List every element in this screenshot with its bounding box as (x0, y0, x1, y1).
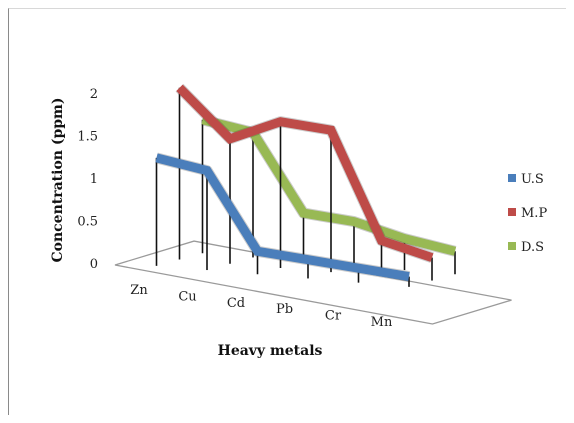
legend-label: M.P (521, 206, 547, 221)
series-m-p (175, 83, 434, 281)
legend-swatch (508, 242, 516, 250)
y-tick-label: 0 (90, 257, 98, 272)
legend-label: U.S (521, 172, 544, 187)
x-tick-label: Zn (130, 283, 148, 298)
legend-swatch (508, 174, 516, 182)
x-tick-label: Cd (227, 296, 245, 311)
series-line (176, 84, 434, 262)
y-tick-label: 1.5 (77, 130, 98, 145)
legend-label: D.S (521, 240, 544, 255)
x-tick-label: Cu (178, 289, 196, 304)
x-tick-label: Cr (325, 309, 342, 324)
legend-swatch (508, 208, 516, 216)
x-tick-label: Mn (371, 315, 393, 330)
chart-frame (8, 8, 566, 415)
legend: U.S M.P D.S (508, 172, 547, 255)
x-axis-title: Heavy metals (218, 343, 323, 359)
series-line (155, 153, 410, 282)
y-tick-label: 1 (90, 172, 98, 187)
series-u-s (155, 152, 410, 287)
y-tick-label: 0.5 (77, 215, 98, 230)
y-axis-title: Concentration (ppm) (50, 98, 66, 263)
chart-floor (114, 240, 512, 325)
y-tick-label: 2 (90, 87, 98, 102)
x-tick-label: Pb (276, 302, 293, 317)
